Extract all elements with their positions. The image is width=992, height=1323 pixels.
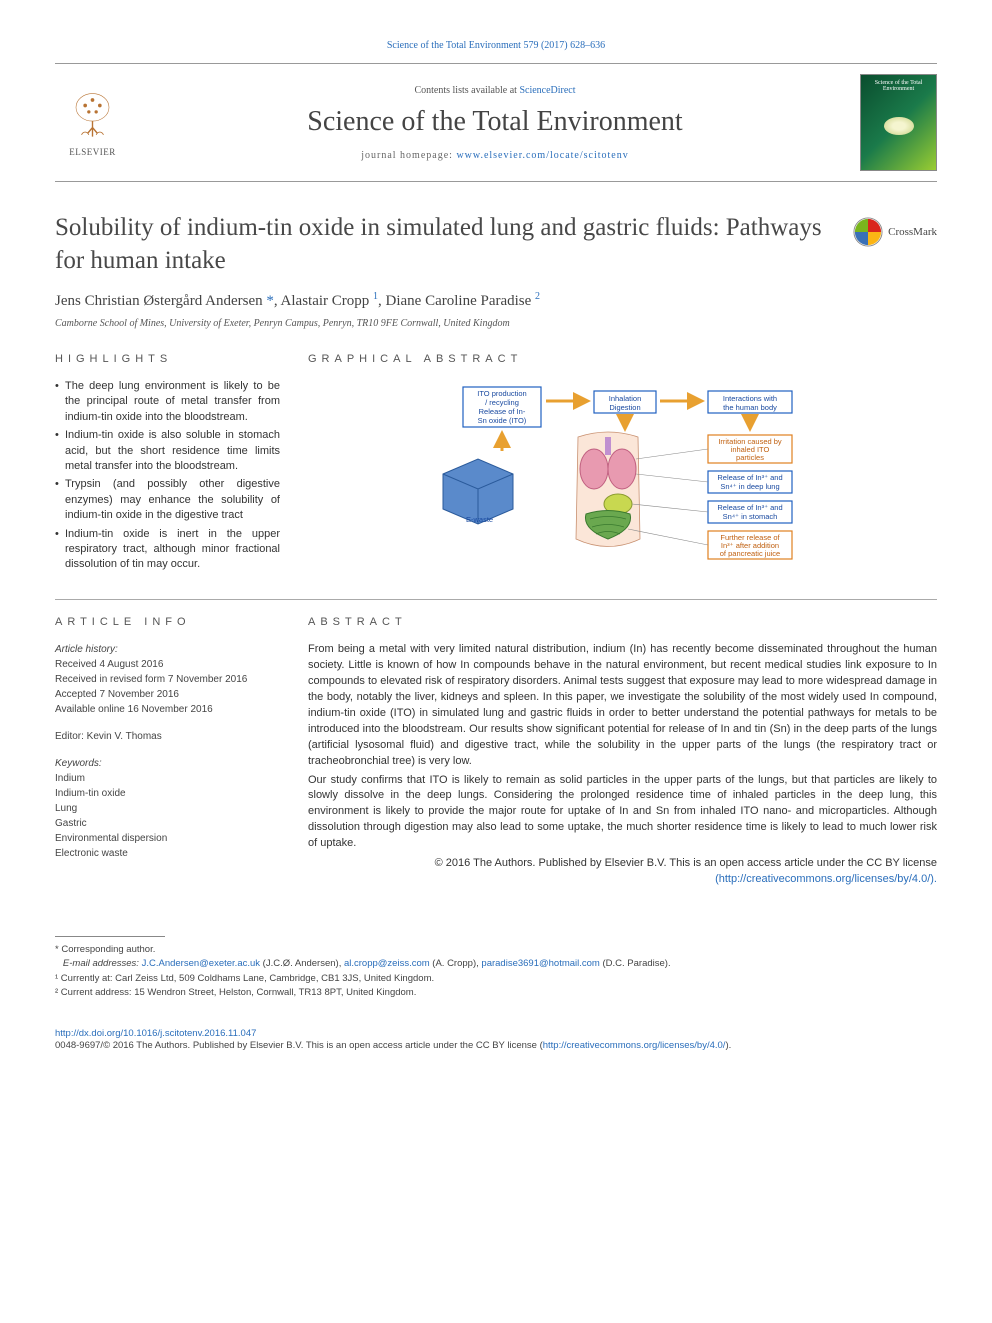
email-who: (A. Cropp), [430, 958, 482, 969]
ewaste-icon: E-waste [443, 459, 513, 524]
crossmark-icon [853, 217, 883, 247]
svg-text:ITO production: ITO production [477, 389, 526, 398]
journal-title: Science of the Total Environment [130, 106, 860, 138]
graphical-abstract-heading: GRAPHICAL ABSTRACT [308, 353, 937, 365]
highlights-list: The deep lung environment is likely to b… [55, 379, 280, 573]
history-line: Received in revised form 7 November 2016 [55, 672, 280, 687]
issn-text-b: ). [725, 1040, 731, 1051]
svg-text:/ recycling: / recycling [485, 398, 519, 407]
keyword-item: Indium-tin oxide [55, 786, 280, 801]
svg-text:Interactions with: Interactions with [722, 394, 776, 403]
svg-text:Inhalation: Inhalation [608, 394, 641, 403]
email-link[interactable]: al.cropp@zeiss.com [344, 958, 430, 969]
svg-text:Release of In³⁺ and: Release of In³⁺ and [717, 503, 782, 512]
publisher-logo: ELSEVIER [55, 89, 130, 157]
header-citation: Science of the Total Environment 579 (20… [55, 40, 937, 51]
email-link[interactable]: paradise3691@hotmail.com [481, 958, 599, 969]
highlights-heading: HIGHLIGHTS [55, 353, 280, 365]
section-divider [55, 599, 937, 600]
history-line: Accepted 7 November 2016 [55, 687, 280, 702]
svg-text:Sn⁴⁺ in stomach: Sn⁴⁺ in stomach [722, 512, 777, 521]
authors-line: Jens Christian Østergård Andersen *, Ala… [55, 291, 937, 310]
cover-graphic [884, 117, 914, 135]
emails-label: E-mail addresses: [63, 958, 142, 969]
highlight-item: Indium-tin oxide is inert in the upper r… [55, 527, 280, 573]
issn-text-a: 0048-9697/© 2016 The Authors. Published … [55, 1040, 543, 1051]
svg-text:Release of In³⁺ and: Release of In³⁺ and [717, 473, 782, 482]
keyword-item: Electronic waste [55, 846, 280, 861]
article-title: Solubility of indium-tin oxide in simula… [55, 212, 833, 277]
abstract-heading: ABSTRACT [308, 616, 937, 628]
homepage-link[interactable]: www.elsevier.com/locate/scitotenv [456, 150, 628, 161]
svg-text:Digestion: Digestion [609, 403, 640, 412]
svg-text:the human body: the human body [723, 403, 777, 412]
highlight-item: Indium-tin oxide is also soluble in stom… [55, 428, 280, 474]
emails-fn: E-mail addresses: J.C.Andersen@exeter.ac… [55, 957, 937, 971]
sciencedirect-link[interactable]: ScienceDirect [519, 85, 575, 96]
editor-line: Editor: Kevin V. Thomas [55, 729, 280, 744]
crossmark-label: CrossMark [888, 226, 937, 238]
license-link[interactable]: (http://creativecommons.org/licenses/by/… [715, 873, 937, 885]
crossmark-badge[interactable]: CrossMark [853, 217, 937, 247]
history-line: Available online 16 November 2016 [55, 702, 280, 717]
journal-masthead: ELSEVIER Contents lists available at Sci… [55, 63, 937, 182]
publisher-name: ELSEVIER [69, 147, 116, 157]
elsevier-tree-icon [65, 89, 120, 144]
email-who: (D.C. Paradise). [600, 958, 671, 969]
journal-cover-thumb: Science of the Total Environment [860, 74, 937, 171]
article-info: Article history: Received 4 August 2016R… [55, 642, 280, 861]
page-footer: http://dx.doi.org/10.1016/j.scitotenv.20… [55, 1028, 937, 1051]
fn2: ² Current address: 15 Wendron Street, He… [55, 986, 937, 1000]
svg-text:particles: particles [736, 453, 764, 462]
keyword-item: Lung [55, 801, 280, 816]
footnotes: * Corresponding author. E-mail addresses… [55, 943, 937, 1000]
affiliation: Camborne School of Mines, University of … [55, 318, 937, 329]
contents-lists-line: Contents lists available at ScienceDirec… [130, 85, 860, 96]
contents-prefix: Contents lists available at [414, 85, 519, 96]
copyright-line: © 2016 The Authors. Published by Elsevie… [308, 856, 937, 888]
corresponding-fn: * Corresponding author. [55, 943, 937, 957]
issn-line: 0048-9697/© 2016 The Authors. Published … [55, 1040, 937, 1051]
footnotes-divider [55, 936, 165, 937]
history-label: Article history: [55, 642, 280, 657]
svg-text:E-waste: E-waste [466, 515, 493, 524]
journal-homepage-line: journal homepage: www.elsevier.com/locat… [130, 150, 860, 161]
abstract-body: From being a metal with very limited nat… [308, 642, 937, 888]
svg-text:of pancreatic juice: of pancreatic juice [719, 549, 779, 558]
highlight-item: Trypsin (and possibly other digestive en… [55, 477, 280, 523]
email-link[interactable]: J.C.Andersen@exeter.ac.uk [142, 958, 260, 969]
keyword-item: Indium [55, 771, 280, 786]
highlight-item: The deep lung environment is likely to b… [55, 379, 280, 425]
article-info-heading: ARTICLE INFO [55, 616, 280, 628]
copyright-text: © 2016 The Authors. Published by Elsevie… [435, 857, 937, 869]
svg-text:Sn⁴⁺ in deep lung: Sn⁴⁺ in deep lung [720, 482, 779, 491]
homepage-prefix: journal homepage: [361, 150, 456, 161]
keyword-item: Gastric [55, 816, 280, 831]
abstract-p1: From being a metal with very limited nat… [308, 642, 937, 770]
doi-link[interactable]: http://dx.doi.org/10.1016/j.scitotenv.20… [55, 1028, 256, 1039]
email-who: (J.C.Ø. Andersen), [260, 958, 344, 969]
keywords-label: Keywords: [55, 756, 280, 771]
cover-title: Science of the Total Environment [861, 80, 936, 92]
graphical-abstract: ITO production / recycling Release of In… [308, 379, 937, 579]
svg-text:Release of In-: Release of In- [478, 407, 525, 416]
graphical-abstract-svg: ITO production / recycling Release of In… [408, 379, 838, 574]
svg-text:Sn oxide (ITO): Sn oxide (ITO) [477, 416, 526, 425]
cc-license-link[interactable]: http://creativecommons.org/licenses/by/4… [543, 1040, 726, 1051]
keyword-item: Environmental dispersion [55, 831, 280, 846]
fn1: ¹ Currently at: Carl Zeiss Ltd, 509 Cold… [55, 972, 937, 986]
history-line: Received 4 August 2016 [55, 657, 280, 672]
abstract-p2: Our study confirms that ITO is likely to… [308, 773, 937, 853]
